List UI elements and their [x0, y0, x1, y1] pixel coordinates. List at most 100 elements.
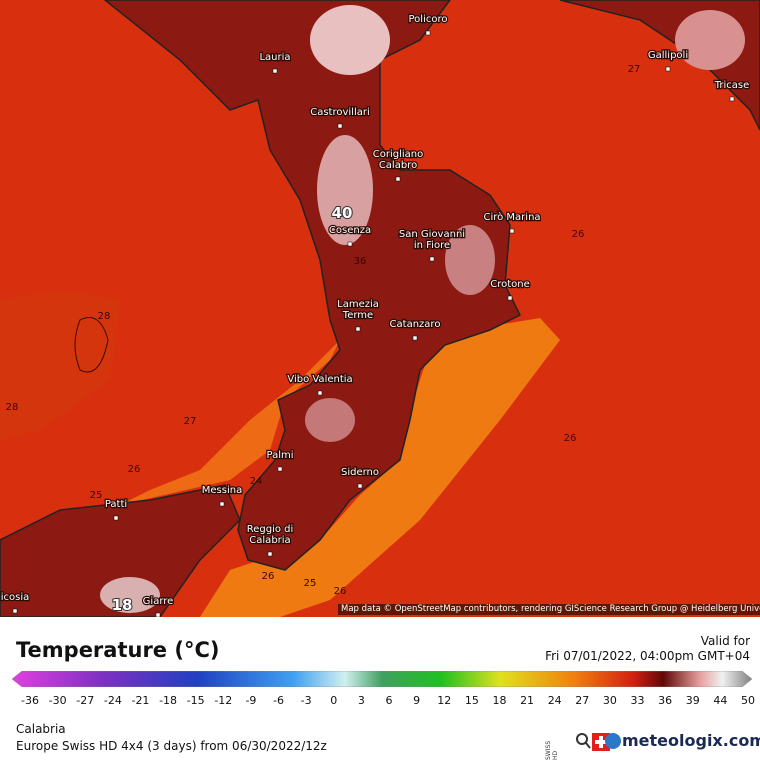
city-marker [412, 335, 418, 341]
color-bar [12, 671, 752, 687]
contour-label: 27 [184, 416, 197, 427]
sea-zone [0, 290, 120, 440]
city-marker [509, 228, 515, 234]
color-bar-tick: 6 [385, 694, 393, 707]
city-label: Tricase [714, 80, 750, 91]
color-bar-tick: -3 [300, 694, 312, 707]
high-ground [445, 225, 495, 295]
city-label: Siderno [341, 467, 379, 478]
color-bar-tick: 0 [330, 694, 338, 707]
contour-label: 26 [334, 586, 347, 597]
city-label: Reggio di [247, 524, 294, 535]
color-bar-tick: 18 [492, 694, 507, 707]
city-label: icosia [1, 592, 30, 603]
warm-sea-band [120, 340, 340, 505]
color-ramp [12, 671, 752, 687]
city-label: Cosenza [329, 225, 371, 236]
contour-label: 40 [332, 204, 353, 222]
city-label: Palmi [266, 450, 293, 461]
city-label: Terme [342, 310, 373, 321]
logo-icons [576, 733, 610, 751]
city-label: Calabro [379, 160, 417, 171]
brand-icon [605, 733, 621, 749]
city-marker [347, 241, 353, 247]
city-label: Crotone [490, 279, 530, 290]
high-ground [675, 10, 745, 70]
valid-label: Valid for [700, 634, 750, 648]
color-bar-tick: 50 [741, 694, 755, 707]
city-label: San Giovanni [399, 229, 465, 240]
contour-label: 26 [128, 464, 141, 475]
color-bar-tick: -9 [245, 694, 257, 707]
contour-label: 25 [304, 578, 317, 589]
city-marker [219, 501, 225, 507]
color-bar-tick: 33 [630, 694, 645, 707]
city-marker [665, 66, 671, 72]
contour-label: 18 [112, 596, 133, 614]
city-label: Messina [202, 485, 242, 496]
color-bar-tick: 9 [413, 694, 421, 707]
city-marker [113, 515, 119, 521]
color-bar-tick: -30 [48, 694, 67, 707]
city-marker [277, 466, 283, 472]
warm-sea-band [200, 318, 560, 617]
city-marker [317, 390, 323, 396]
color-bar-tick: -12 [214, 694, 233, 707]
city-label: Vibo Valentia [287, 374, 352, 385]
city-marker [12, 608, 18, 614]
color-bar-tick: -15 [186, 694, 205, 707]
contour-label: 25 [90, 490, 103, 501]
model-run: Europe Swiss HD 4x4 (3 days) from 06/30/… [16, 739, 327, 753]
city-marker [357, 483, 363, 489]
search-icon-handle [585, 742, 591, 749]
land-calabria [103, 0, 522, 571]
valid-time: Fri 07/01/2022, 04:00pm GMT+04 [545, 649, 750, 663]
color-bar-tick: 36 [658, 694, 673, 707]
city-label: Cirò Marina [483, 211, 540, 223]
city-label: Calabria [249, 535, 290, 546]
contour-line [74, 317, 109, 373]
color-bar-tick: -24 [103, 694, 122, 707]
color-bar-tick: 27 [575, 694, 590, 707]
city-label: Castrovillari [310, 107, 370, 118]
high-ground [305, 398, 355, 442]
city-marker [729, 96, 735, 102]
contour-label: 28 [6, 402, 19, 413]
legend-title: Temperature (°C) [16, 638, 220, 662]
attribution: Map data © OpenStreetMap contributors, r… [338, 604, 760, 615]
city-marker [272, 68, 278, 74]
contour-label: 27 [628, 64, 641, 75]
city-label: Corigliano [373, 149, 423, 160]
valid-box: Valid for Fri 07/01/2022, 04:00pm GMT+04 [545, 634, 750, 664]
color-bar-ticks: -36 -30 -27 -24 -21 -18 -15 -12 -9 -6 -3 0 3 6 9 12 15 18… [0, 694, 760, 710]
brand-globe [605, 733, 621, 749]
color-bar-tick: -36 [21, 694, 39, 707]
city-label: Policoro [409, 14, 448, 25]
map: Policoro Lauria Gallipoli Tricase Castrovill… [0, 0, 760, 617]
city-marker [337, 123, 343, 129]
city-marker [429, 256, 435, 262]
color-bar-tick: 44 [713, 694, 728, 707]
city-marker [355, 326, 361, 332]
city-label: Giarre [143, 596, 174, 607]
color-bar-tick: -27 [76, 694, 95, 707]
high-ground [100, 577, 160, 613]
contour-label: 24 [250, 476, 263, 487]
land-sicily [0, 484, 241, 617]
city-label: Gallipoli [648, 50, 688, 61]
city-marker [267, 551, 273, 557]
color-bar-tick: 39 [685, 694, 700, 707]
high-ground [317, 135, 373, 245]
city-marker [395, 176, 401, 182]
city-label: Catanzaro [390, 319, 441, 330]
brand: meteologix.com [622, 731, 760, 750]
color-bar-tick: 30 [602, 694, 617, 707]
color-bar-tick: -21 [131, 694, 150, 707]
city-marker [507, 295, 513, 301]
color-bar-tick: -18 [159, 694, 178, 707]
city-label: in Fiore [414, 240, 450, 251]
color-bar-tick: 21 [520, 694, 535, 707]
high-ground [310, 5, 390, 75]
city-label: Lauria [259, 52, 290, 63]
city-marker [425, 30, 431, 36]
